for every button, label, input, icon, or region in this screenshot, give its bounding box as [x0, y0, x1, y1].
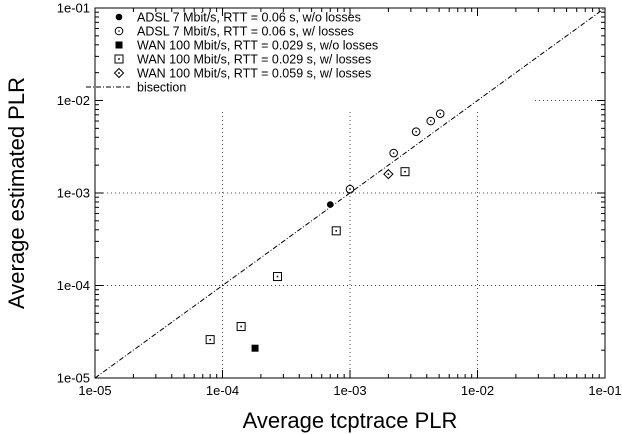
y-tick-label: 1e-02 — [57, 93, 90, 108]
marker-center — [415, 130, 417, 133]
legend-item: bisection — [86, 81, 186, 95]
marker-shape — [115, 13, 123, 21]
marker-center — [335, 230, 338, 232]
legend-label: WAN 100 Mbit/s, RTT = 0.059 s, w/ losses — [137, 67, 371, 81]
marker-shape — [115, 41, 123, 49]
data-point — [236, 322, 246, 332]
marker-shape — [389, 148, 398, 158]
marker-center — [118, 72, 120, 74]
grid — [95, 100, 605, 378]
y-tick-label: 1e-01 — [57, 1, 90, 16]
legend-marker — [114, 26, 124, 36]
y-axis-label: Average estimated PLR — [4, 77, 29, 309]
data-point — [411, 127, 421, 136]
legend: ADSL 7 Mbit/s, RTT = 0.06 s, w/o lossesA… — [86, 11, 378, 95]
data-point — [251, 344, 259, 352]
y-tick-label: 1e-05 — [57, 371, 90, 386]
legend-label: WAN 100 Mbit/s, RTT = 0.029 s, w/ losses — [137, 53, 371, 67]
marker-shape — [236, 322, 246, 332]
legend-marker — [114, 54, 124, 64]
marker-center — [240, 325, 242, 328]
marker-center — [429, 120, 432, 122]
data-point — [383, 168, 394, 180]
x-axis-label: Average tcptrace PLR — [243, 408, 458, 433]
x-tick-label: 1e-05 — [78, 383, 111, 398]
data-point — [205, 335, 215, 345]
legend-label: WAN 100 Mbit/s, RTT = 0.029 s, w/o losse… — [137, 39, 378, 53]
legend-label: bisection — [137, 81, 186, 95]
legend-item: WAN 100 Mbit/s, RTT = 0.059 s, w/ losses — [113, 67, 371, 81]
marker-shape — [114, 26, 124, 36]
marker-shape — [113, 67, 125, 79]
marker-shape — [383, 168, 394, 180]
data-point — [345, 184, 355, 194]
legend-label: ADSL 7 Mbit/s, RTT = 0.06 s, w/ losses — [137, 25, 354, 39]
y-tick-label: 1e-03 — [57, 186, 90, 201]
legend-label: ADSL 7 Mbit/s, RTT = 0.06 s, w/o losses — [137, 11, 361, 25]
data-point — [331, 226, 341, 236]
marker-shape — [251, 344, 259, 352]
legend-item: ADSL 7 Mbit/s, RTT = 0.06 s, w/ losses — [114, 25, 354, 39]
marker-shape — [114, 54, 124, 64]
marker-shape — [331, 226, 341, 236]
data-point — [326, 201, 334, 208]
marker-center — [209, 338, 211, 341]
marker-center — [392, 152, 395, 154]
y-tick-label: 1e-04 — [57, 278, 90, 293]
marker-center — [404, 170, 406, 173]
marker-center — [349, 188, 351, 190]
x-tick-label: 1e-01 — [588, 383, 621, 398]
marker-shape — [345, 184, 355, 194]
legend-item: WAN 100 Mbit/s, RTT = 0.029 s, w/o losse… — [115, 39, 378, 53]
data-point — [272, 272, 282, 282]
marker-center — [276, 275, 279, 278]
marker-shape — [435, 109, 445, 118]
marker-shape — [272, 272, 282, 282]
x-tick-label: 1e-04 — [206, 383, 239, 398]
axis-ticks: 1e-05 1e-04 1e-03 1e-02 1e-01 1e-05 1e-04 1e-03… — [57, 1, 622, 399]
legend-item: ADSL 7 Mbit/s, RTT = 0.06 s, w/o losses — [115, 11, 361, 25]
marker-center — [118, 30, 120, 32]
legend-marker — [113, 67, 125, 79]
data-point — [435, 109, 445, 118]
marker-shape — [400, 167, 410, 177]
legend-marker — [115, 41, 123, 49]
marker-shape — [326, 201, 334, 208]
marker-center — [118, 58, 120, 60]
data-point — [426, 116, 436, 126]
marker-shape — [205, 335, 215, 345]
marker-shape — [411, 127, 421, 136]
legend-marker — [115, 13, 123, 21]
data-point — [389, 148, 398, 158]
x-tick-label: 1e-03 — [333, 383, 366, 398]
data-points — [205, 109, 445, 352]
marker-center — [387, 173, 390, 175]
marker-center — [439, 112, 442, 115]
marker-shape — [426, 116, 436, 126]
data-point — [400, 167, 410, 177]
x-tick-label: 1e-02 — [461, 383, 494, 398]
legend-item: WAN 100 Mbit/s, RTT = 0.029 s, w/ losses — [114, 53, 371, 67]
